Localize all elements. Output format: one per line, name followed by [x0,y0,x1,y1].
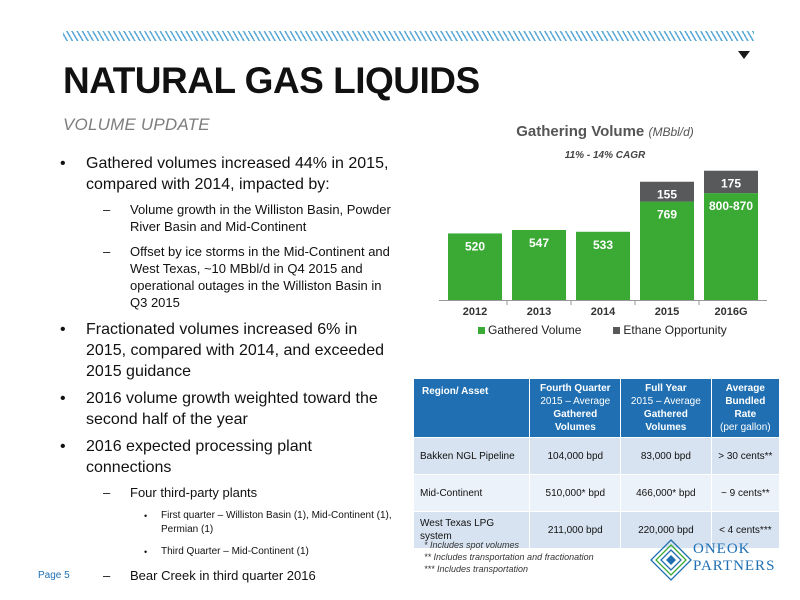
logo-line2: PARTNERS [693,558,776,574]
data-label-ethane-2016G: 175 [721,177,741,191]
sub-bullet-volume-growth: Volume growth in the Williston Basin, Po… [58,201,398,235]
page-number: Page 5 [38,570,70,581]
bar-gathered-2012 [448,233,502,300]
table-cell: West Texas LPG system [412,511,531,549]
bar-ethane-2016G [704,170,758,194]
bar-ethane-2015 [640,181,694,202]
table-header-fy: Full Year 2015 – Average Gathered Volumes [620,378,712,438]
table-row: Bakken NGL Pipeline 104,000 bpd 83,000 b… [412,437,781,475]
bar-gathered-2016G [704,193,758,300]
bullet-fractionated-volumes: Fractionated volumes increased 6% in 201… [58,319,398,382]
bullet-gathered-volumes: Gathered volumes increased 44% in 2015, … [58,153,398,195]
legend-item-gathered: Gathered Volume [478,323,581,337]
data-label-gathered-2015: 769 [657,208,677,222]
sub-sub-bullet-first-quarter: First quarter – Williston Basin (1), Mid… [58,509,398,537]
data-label-gathered-2013: 547 [529,236,549,250]
table-cell: 466,000* bpd [620,474,712,512]
legend-label-gathered: Gathered Volume [488,323,582,337]
table-cell: 104,000 bpd [529,437,622,475]
chart-annotation-cagr: 11% - 14% CAGR [564,150,646,161]
table-header-q4-l2: 2015 – Average [540,396,611,407]
data-label-gathered-2012: 520 [465,239,485,253]
bar-gathered-2013 [512,229,566,300]
table-header-rate-l1: Average [725,383,765,394]
table-header-rate-l3: (per gallon) [720,422,771,433]
logo-text: ONEOK PARTNERS [693,541,775,575]
header-hatch-bar [63,31,754,41]
oneok-logo-icon [650,539,692,581]
chart-legend: Gathered Volume Ethane Opportunity [478,323,727,337]
sub-sub-bullet-third-quarter: Third Quarter – Mid-Continent (1) [58,545,398,559]
data-label-gathered-2014: 533 [593,238,613,252]
footnote-2: ** Includes transportation and fractiona… [424,552,594,562]
table-cell: 83,000 bpd [620,437,712,475]
table-row: Mid-Continent 510,000* bpd 466,000* bpd … [412,474,781,512]
footnote-1: * Includes spot volumes [424,540,520,550]
sub-bullet-ice-storms: Offset by ice storms in the Mid-Continen… [58,243,398,311]
table-cell: 211,000 bpd [529,511,622,549]
data-label-ethane-2015: 155 [657,188,677,202]
page-title: NATURAL GAS LIQUIDS [63,60,480,101]
table-header-region-text: Region/ Asset [422,386,489,397]
legend-swatch-gathered [478,327,485,335]
sub-bullet-third-party-plants: Four third-party plants [58,484,398,501]
x-tick-label-2012: 2012 [463,306,487,318]
table-header-region: Region/ Asset [412,378,531,438]
table-header-rate: Average Bundled Rate (per gallon) [710,378,781,438]
page-subtitle: VOLUME UPDATE [63,115,210,134]
bullet-list: Gathered volumes increased 44% in 2015, … [58,153,398,592]
legend-label-ethane: Ethane Opportunity [623,323,727,337]
bar-gathered-2015 [640,201,694,300]
sub-bullet-bear-creek: Bear Creek in third quarter 2016 [58,567,398,584]
table-header-rate-l2: Bundled Rate [725,396,766,420]
table-header-q4: Fourth Quarter 2015 – Average Gathered Vol… [529,378,622,438]
table-cell: < 4 cents*** [710,511,781,549]
x-tick-label-2013: 2013 [527,306,551,318]
table-cell: > 30 cents** [710,437,781,475]
x-tick-label-2015: 2015 [655,306,679,318]
table-header-fy-l1: Full Year [645,383,687,394]
bullet-plant-connections: 2016 expected processing plant connectio… [58,436,398,478]
table-header-row: Region/ Asset Fourth Quarter 2015 – Avera… [412,378,781,438]
table-cell: Mid-Continent [412,474,531,512]
table-header-q4-l1: Fourth Quarter [540,383,611,394]
logo-line1: ONEOK [693,541,751,557]
chart-title-unit: (MBbl/d) [648,125,694,139]
table-cell: 220,000 bpd [620,511,712,549]
footnotes: * Includes spot volumes ** Includes tran… [424,539,594,575]
x-tick-label-2016G: 2016G [714,306,747,318]
table-header-q4-l3: Gathered Volumes [553,409,598,433]
chart-title: Gathering Volume (MBbl/d) [440,123,770,140]
table-cell: Bakken NGL Pipeline [412,437,531,475]
table-header-fy-l3: Gathered Volumes [643,409,688,433]
table-cell: ~ 9 cents** [710,474,781,512]
legend-item-ethane: Ethane Opportunity [613,323,727,337]
footnote-3: *** Includes transportation [424,564,529,574]
table-row: West Texas LPG system 211,000 bpd 220,00… [412,511,781,549]
corner-triangle-icon [738,51,750,59]
chart-title-text: Gathering Volume [516,123,645,140]
table-header-fy-l2: 2015 – Average [630,396,701,407]
data-label-gathered-2016G: 800-870 [709,199,753,213]
region-asset-table: Region/ Asset Fourth Quarter 2015 – Avera… [412,378,781,549]
x-tick-label-2014: 2014 [591,306,616,318]
table-cell: 510,000* bpd [529,474,622,512]
bar-gathered-2014 [576,231,630,300]
legend-swatch-ethane [613,327,621,335]
bullet-2016-growth: 2016 volume growth weighted toward the s… [58,388,398,430]
